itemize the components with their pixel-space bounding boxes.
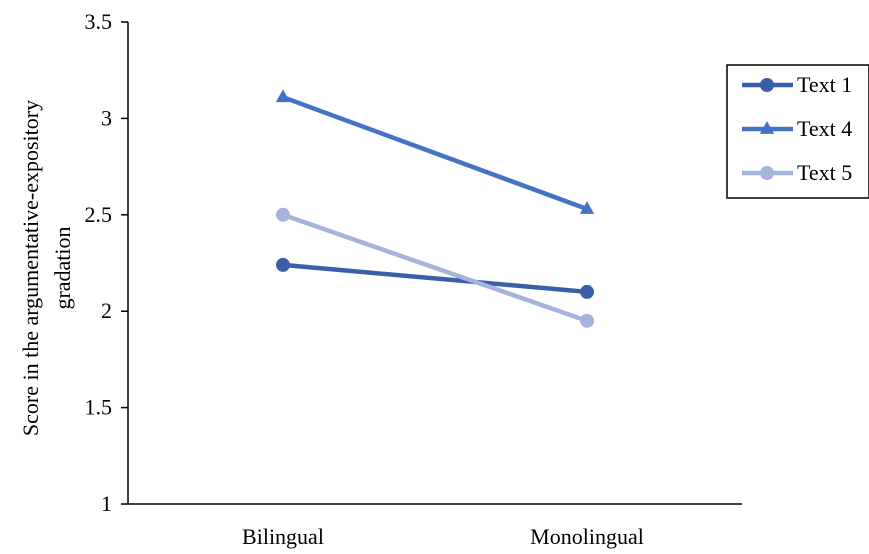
legend-item: Text 1 — [742, 72, 852, 97]
data-point-marker — [579, 201, 595, 214]
y-axis-label: Score in the argumentative-expository gr… — [18, 100, 75, 436]
data-point-marker — [759, 121, 775, 134]
x-tick-labels: Bilingual Monolingual — [242, 524, 644, 549]
y-tick-label: 3.5 — [85, 9, 113, 34]
legend-item: Text 5 — [742, 160, 852, 185]
data-point-marker — [275, 89, 291, 103]
data-point-marker — [580, 313, 594, 328]
legend-label: Text 4 — [797, 116, 852, 141]
axes — [127, 22, 742, 505]
x-tick-label: Bilingual — [242, 524, 324, 549]
legend-item: Text 4 — [742, 116, 852, 141]
y-axis-label-line-2: gradation — [50, 226, 75, 309]
legend: Text 1 Text 4 Text 5 — [726, 64, 869, 199]
data-point-marker — [276, 207, 290, 222]
y-tick-label: 1 — [101, 491, 112, 516]
y-tick-label: 3 — [101, 105, 112, 130]
series-3 — [276, 207, 594, 328]
series-line — [280, 94, 590, 212]
data-point-marker — [760, 78, 774, 92]
data-point-marker — [276, 257, 290, 272]
series-line — [280, 262, 590, 295]
series-lines — [275, 89, 595, 328]
y-tick-label: 1.5 — [85, 395, 113, 420]
legend-label: Text 1 — [797, 72, 852, 97]
y-tick-label: 2 — [101, 298, 112, 323]
y-tick-labels: 1 1.5 2 2.5 3 3.5 — [85, 9, 128, 516]
y-tick-label: 2.5 — [85, 202, 113, 227]
series-2 — [275, 89, 595, 214]
data-point-marker — [580, 284, 594, 299]
series-line — [280, 212, 590, 324]
legend-label: Text 5 — [797, 160, 852, 185]
y-axis-label-line-1: Score in the argumentative-expository — [18, 100, 43, 436]
x-tick-label: Monolingual — [530, 524, 644, 549]
series-1 — [276, 257, 594, 299]
data-point-marker — [760, 166, 774, 180]
